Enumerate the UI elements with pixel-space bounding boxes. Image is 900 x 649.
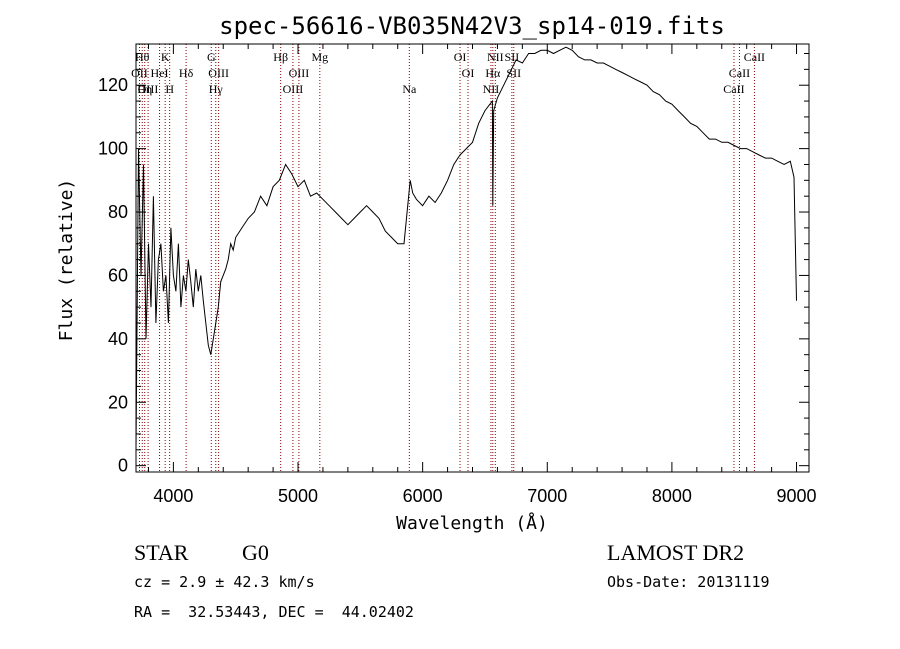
- x-tick-label: 4000: [153, 486, 193, 506]
- marker-label: CaII: [729, 66, 750, 80]
- survey-label: LAMOST DR2: [607, 540, 745, 565]
- y-tick-label: 40: [108, 329, 128, 349]
- x-tick-label: 5000: [278, 486, 318, 506]
- marker-label: H: [165, 82, 174, 96]
- y-tick-label: 80: [108, 202, 128, 222]
- marker-label: G: [207, 50, 216, 64]
- x-tick-label: 9000: [777, 486, 817, 506]
- marker-label: Na: [402, 82, 417, 96]
- marker-label: NII: [483, 82, 500, 96]
- marker-label: CaII: [744, 50, 765, 64]
- marker-label: CaII: [723, 82, 744, 96]
- marker-label: Hδ: [179, 66, 194, 80]
- emission-line-markers: [138, 44, 755, 472]
- emission-line-labels: OIIHθHηOIIIHeIKHHδGHγOIIIHβOIIIOIIIMgNaO…: [131, 50, 765, 96]
- marker-label: HeI: [151, 66, 169, 80]
- subclass-label: G0: [242, 540, 269, 565]
- x-axis: 4000 5000 6000 7000 8000 9000: [147, 44, 817, 506]
- marker-label: Mg: [311, 50, 328, 64]
- y-axis-label: Flux (relative): [56, 179, 77, 342]
- chart-title: spec-56616-VB035N42V3_sp14-019.fits: [219, 12, 725, 40]
- y-tick-label: 100: [98, 139, 128, 159]
- y-tick-label: 60: [108, 265, 128, 285]
- obs-date-label: Obs-Date: 20131119: [607, 573, 770, 591]
- marker-label: Hα: [485, 66, 501, 80]
- classification-label: STAR: [134, 540, 189, 565]
- y-tick-label: 20: [108, 392, 128, 412]
- x-tick-label: 6000: [403, 486, 443, 506]
- marker-label: OIII: [283, 82, 304, 96]
- x-tick-label: 7000: [527, 486, 567, 506]
- plot-frame: [135, 43, 810, 473]
- marker-label: NII: [487, 50, 504, 64]
- y-tick-label: 0: [118, 456, 128, 476]
- marker-label: OIII: [289, 66, 310, 80]
- marker-label: OIII: [138, 82, 159, 96]
- marker-label: Hθ: [135, 50, 150, 64]
- marker-label: Hγ: [209, 82, 224, 96]
- spectrum-line: [135, 46, 797, 450]
- y-tick-label: 120: [98, 75, 128, 95]
- marker-label: OIII: [208, 66, 229, 80]
- marker-label: K: [161, 50, 170, 64]
- marker-label: OI: [454, 50, 467, 64]
- marker-label: SII: [505, 50, 520, 64]
- marker-label: SII: [506, 66, 521, 80]
- x-tick-label: 8000: [652, 486, 692, 506]
- x-axis-label: Wavelength (Å): [396, 512, 548, 534]
- redshift-label: cz = 2.9 ± 42.3 km/s: [134, 573, 315, 591]
- marker-label: OI: [462, 66, 475, 80]
- coordinates-label: RA = 32.53443, DEC = 44.02402: [134, 603, 414, 621]
- marker-label: Hβ: [273, 50, 288, 64]
- y-axis: 0 20 40 60 80 100 120: [98, 53, 809, 476]
- marker-label: OII: [131, 66, 148, 80]
